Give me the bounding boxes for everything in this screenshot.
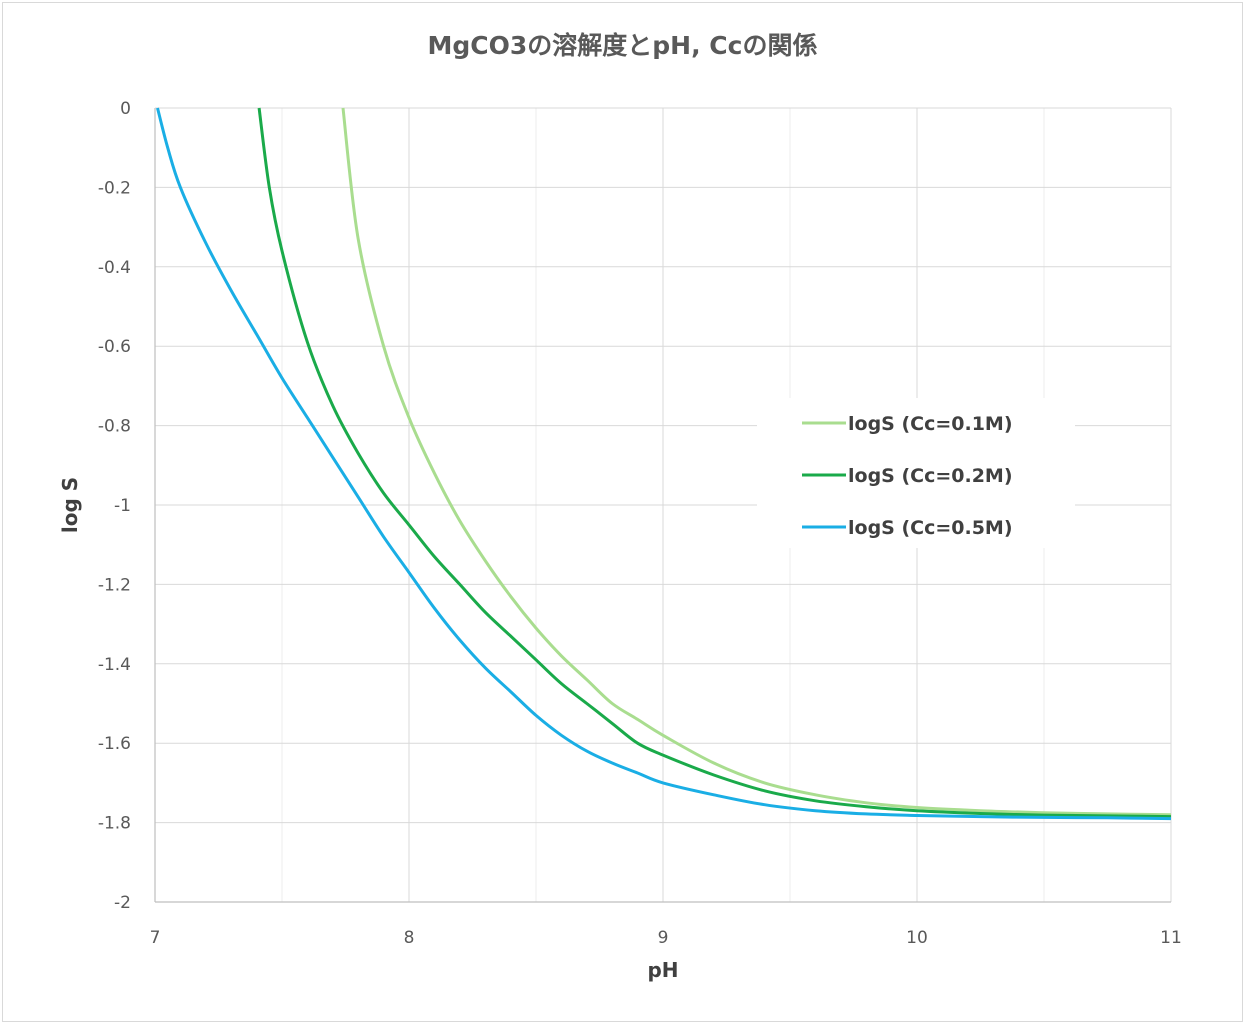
series-line-3 [156,107,1172,821]
legend-label-2: logS (Cc=0.2M) [848,465,1013,487]
y-tick-label: -1.8 [98,814,131,834]
series-line-1 [341,107,1172,817]
y-tick-label: -0.6 [98,337,131,357]
y-tick-label: -1.4 [98,655,131,675]
y-tick-label: -0.8 [98,417,131,437]
x-tick-label: 10 [906,928,928,948]
y-tick-label: -1.2 [98,575,131,595]
x-tick-label: 11 [1160,928,1182,948]
legend-label-1: logS (Cc=0.1M) [848,413,1013,435]
y-tick-label: -1.6 [98,734,131,754]
legend-label-3: logS (Cc=0.5M) [848,517,1013,539]
y-tick-label: -1 [114,496,131,516]
y-tick-label: -0.4 [98,258,131,278]
x-axis-label: pH [647,958,679,982]
y-tick-label: -2 [114,893,131,913]
chart-title: MgCO3の溶解度とpH, Ccの関係 [427,31,818,60]
x-tick-label: 8 [404,928,415,948]
x-tick-label: 9 [658,928,669,948]
y-tick-label: 0 [120,99,131,119]
y-tick-label: -0.2 [98,178,131,198]
series-line-2 [257,107,1172,819]
x-tick-label: 7 [150,928,161,948]
